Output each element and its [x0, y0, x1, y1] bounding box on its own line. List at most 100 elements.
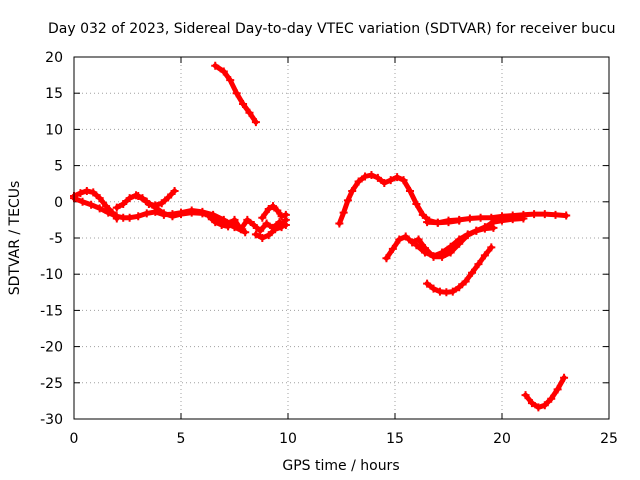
data-point: [177, 210, 185, 219]
data-point: [401, 232, 410, 241]
data-point: [264, 205, 273, 214]
data-point: [219, 67, 228, 76]
data-point: [534, 403, 543, 412]
data-point: [429, 284, 438, 293]
series-track-14: [521, 373, 569, 412]
data-point: [104, 208, 113, 217]
data-point: [204, 212, 213, 221]
data-point: [95, 204, 104, 213]
data-point: [455, 235, 464, 244]
data-point: [429, 252, 438, 261]
data-point: [168, 212, 177, 221]
data-point: [112, 212, 121, 221]
data-point: [480, 251, 489, 260]
data-point: [243, 215, 252, 224]
data-point: [386, 176, 395, 185]
data-point: [455, 283, 464, 292]
data-point: [461, 277, 470, 286]
data-point: [339, 208, 348, 217]
data-point: [198, 209, 207, 218]
data-point: [498, 216, 506, 225]
x-tick-labels: 0 5 10 15 20 25: [70, 431, 618, 447]
series-track-7: [258, 202, 290, 222]
data-point: [405, 186, 414, 195]
x-tick-label: 15: [386, 431, 404, 447]
data-point: [373, 173, 382, 182]
data-point: [87, 200, 96, 209]
data-point: [112, 203, 121, 212]
data-point: [262, 219, 271, 228]
data-point: [134, 192, 143, 201]
data-point: [256, 226, 265, 235]
data-point: [264, 231, 273, 240]
data-point: [560, 373, 569, 382]
data-point: [236, 225, 245, 234]
data-point: [423, 279, 432, 288]
data-point: [418, 210, 427, 219]
data-point: [241, 228, 250, 237]
data-point: [393, 173, 402, 182]
y-tick-label: -20: [40, 340, 63, 356]
data-point: [547, 394, 556, 403]
data-point: [142, 209, 151, 218]
data-point: [187, 208, 196, 217]
data-point: [78, 197, 87, 206]
data-point: [251, 230, 260, 239]
y-tick-label: 0: [54, 195, 63, 211]
data-point: [530, 210, 539, 219]
data-point: [258, 234, 267, 242]
data-point: [420, 248, 429, 257]
chart-title: Day 032 of 2023, Sidereal Day-to-day VTE…: [48, 21, 616, 37]
data-point: [448, 287, 457, 296]
data-point: [395, 235, 404, 244]
data-point: [249, 220, 258, 229]
data-point: [380, 178, 389, 187]
data-point: [474, 260, 483, 269]
data-point: [159, 209, 168, 218]
y-tick-label: 10: [45, 122, 63, 138]
data-point: [226, 76, 235, 85]
x-tick-label: 20: [493, 431, 511, 447]
data-point: [251, 118, 260, 127]
data-point: [271, 225, 280, 234]
x-tick-label: 5: [177, 431, 186, 447]
data-point: [540, 401, 549, 410]
y-tick-label: -30: [40, 412, 63, 428]
data-point: [412, 241, 421, 250]
y-tick-label: -25: [40, 376, 63, 392]
data-point: [399, 176, 408, 185]
y-tick-label: 5: [54, 159, 63, 175]
data-point: [519, 214, 528, 223]
data-point: [521, 391, 530, 400]
x-tick-label: 10: [279, 431, 297, 447]
y-tick-labels: -30 -25 -20 -15 -10 -5 0 5 10 15 20: [40, 50, 63, 428]
data-point: [408, 238, 417, 247]
data-point: [455, 215, 464, 224]
series-track-11: [382, 214, 528, 263]
data-point: [258, 213, 267, 222]
data-point: [487, 243, 496, 252]
data-point: [89, 188, 98, 197]
data-point: [217, 220, 226, 229]
data-point: [527, 399, 536, 408]
data-point: [382, 254, 391, 263]
data-point: [508, 215, 517, 224]
data-point: [157, 199, 166, 208]
data-point: [273, 206, 282, 215]
data-point: [438, 248, 447, 257]
data-point: [476, 213, 485, 222]
series-track-10: [423, 210, 571, 227]
data-point: [82, 186, 91, 195]
y-tick-label: -15: [40, 303, 63, 319]
data-point: [553, 385, 562, 394]
series-track-8: [211, 61, 260, 127]
data-point: [95, 194, 104, 203]
data-point: [230, 215, 239, 224]
data-point: [468, 268, 477, 277]
data-point: [433, 218, 442, 227]
y-tick-label: 15: [45, 86, 63, 102]
data-point: [367, 171, 376, 180]
data-point: [281, 210, 290, 219]
data-point: [551, 210, 560, 219]
